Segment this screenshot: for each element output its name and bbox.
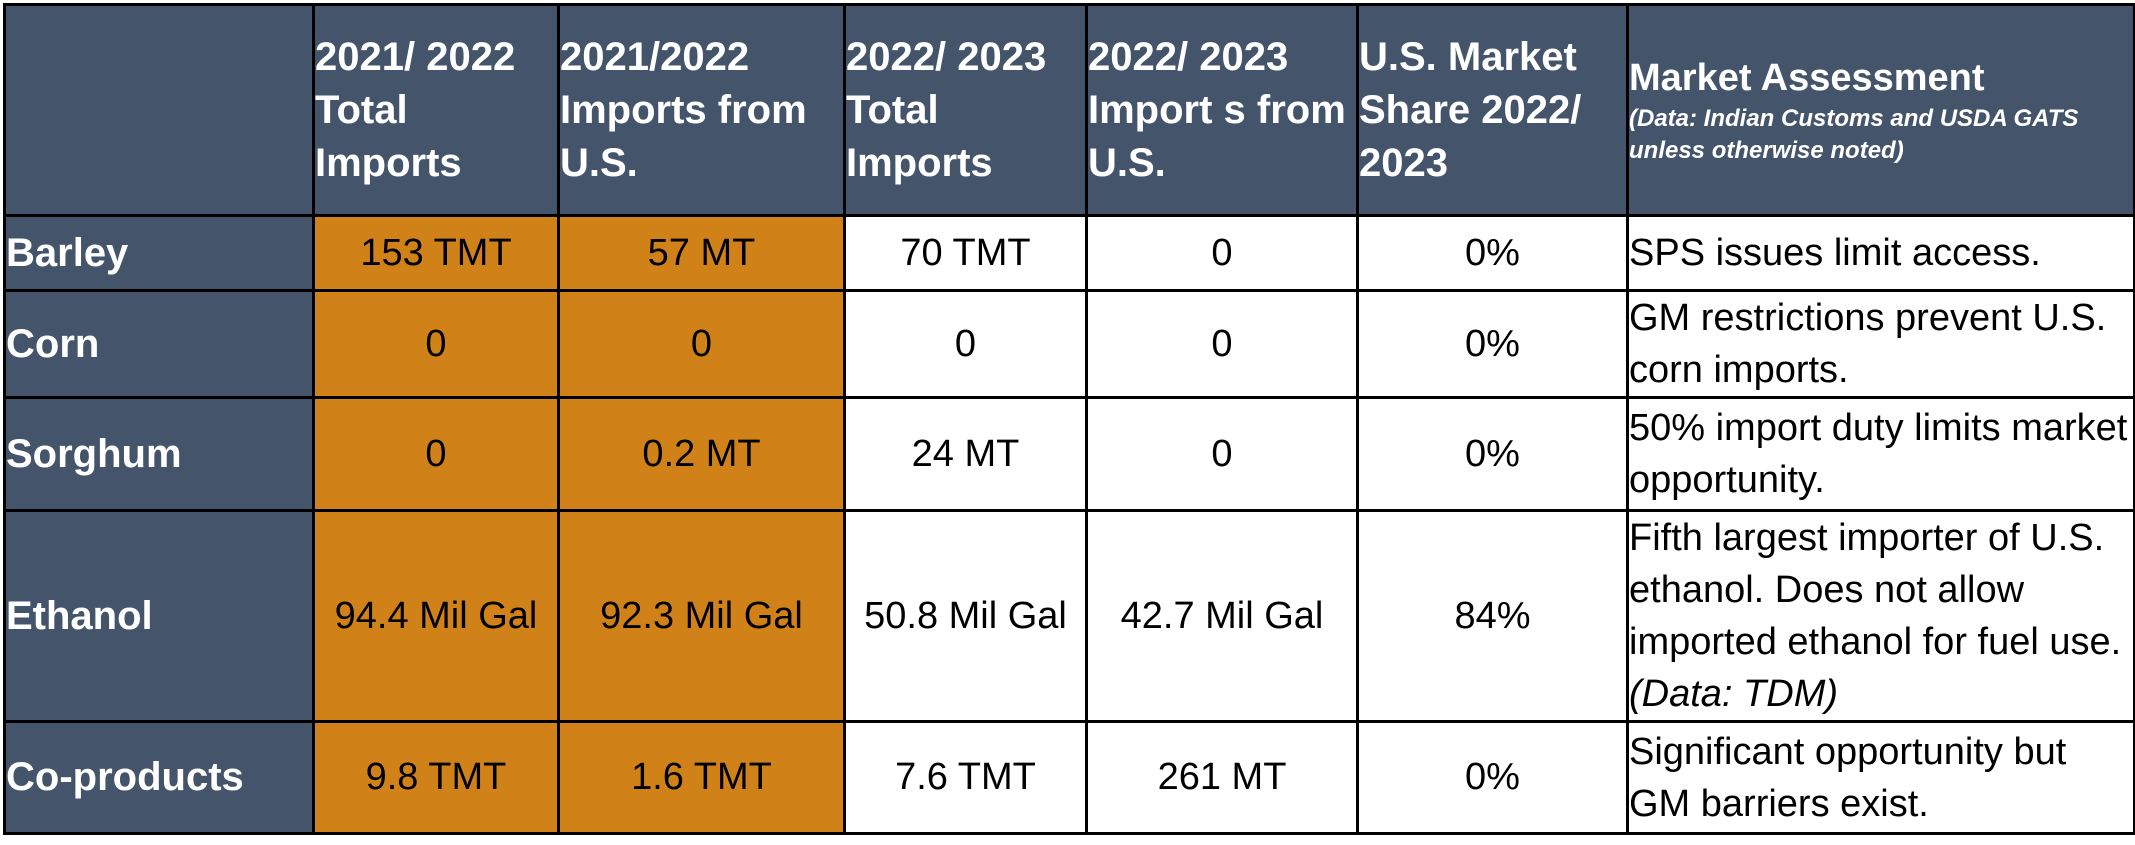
assessment-text: GM restrictions prevent U.S. corn import… xyxy=(1629,297,2107,391)
cell-us-imports-2022-2023: 261 MT xyxy=(1085,720,1359,835)
cell-us-market-share: 0% xyxy=(1356,289,1629,399)
cell-us-imports-2022-2023: 0 xyxy=(1085,396,1359,512)
row-label-ethanol: Ethanol xyxy=(3,509,315,723)
header-us-market-share: U.S. Market Share 2022/ 2023 xyxy=(1356,3,1629,217)
cell-total-imports-2022-2023: 0 xyxy=(843,289,1088,399)
cell-total-imports-2021-2022: 0 xyxy=(312,289,560,399)
assessment-data-source: (Data: TDM) xyxy=(1629,673,1839,715)
header-total-imports-2022-2023: 2022/ 2023 Total Imports xyxy=(843,3,1088,217)
cell-us-market-share: 0% xyxy=(1356,720,1629,835)
cell-us-market-share: 0% xyxy=(1356,214,1629,292)
row-label-corn: Corn xyxy=(3,289,315,399)
header-market-assessment: Market Assessment (Data: Indian Customs … xyxy=(1626,3,2135,217)
header-row: 2021/ 2022 Total Imports 2021/2022 Impor… xyxy=(3,3,2135,217)
cell-total-imports-2021-2022: 9.8 TMT xyxy=(312,720,560,835)
cell-us-imports-2022-2023: 42.7 Mil Gal xyxy=(1085,509,1359,723)
cell-market-assessment: SPS issues limit access. xyxy=(1626,214,2135,292)
row-label-sorghum: Sorghum xyxy=(3,396,315,512)
cell-us-imports-2021-2022: 0.2 MT xyxy=(557,396,846,512)
cell-market-assessment: Fifth largest importer of U.S. ethanol. … xyxy=(1626,509,2135,723)
cell-total-imports-2022-2023: 24 MT xyxy=(843,396,1088,512)
cell-market-assessment: Significant opportunity but GM barriers … xyxy=(1626,720,2135,835)
assessment-text: SPS issues limit access. xyxy=(1629,232,2041,274)
header-us-imports-2022-2023: 2022/ 2023 Import s from U.S. xyxy=(1085,3,1359,217)
table-row-corn: Corn 0 0 0 0 0% GM restrictions prevent … xyxy=(3,289,2135,399)
cell-total-imports-2021-2022: 0 xyxy=(312,396,560,512)
assessment-text: Significant opportunity but GM barriers … xyxy=(1629,730,2067,825)
cell-us-imports-2022-2023: 0 xyxy=(1085,214,1359,292)
table-row-sorghum: Sorghum 0 0.2 MT 24 MT 0 0% 50% import d… xyxy=(3,396,2135,512)
header-corner xyxy=(3,3,315,217)
market-assessment-title: Market Assessment xyxy=(1629,57,1985,99)
assessment-text: Fifth largest importer of U.S. ethanol. … xyxy=(1629,517,2122,663)
cell-total-imports-2022-2023: 7.6 TMT xyxy=(843,720,1088,835)
table-row-barley: Barley 153 TMT 57 MT 70 TMT 0 0% SPS iss… xyxy=(3,214,2135,292)
table-row-ethanol: Ethanol 94.4 Mil Gal 92.3 Mil Gal 50.8 M… xyxy=(3,509,2135,723)
import-data-table: 2021/ 2022 Total Imports 2021/2022 Impor… xyxy=(3,3,2135,835)
cell-us-imports-2021-2022: 0 xyxy=(557,289,846,399)
market-assessment-source-note: (Data: Indian Customs and USDA GATS unle… xyxy=(1629,105,2079,164)
cell-market-assessment: 50% import duty limits market opportunit… xyxy=(1626,396,2135,512)
cell-total-imports-2022-2023: 70 TMT xyxy=(843,214,1088,292)
table-row-co-products: Co-products 9.8 TMT 1.6 TMT 7.6 TMT 261 … xyxy=(3,720,2135,835)
assessment-text: 50% import duty limits market opportunit… xyxy=(1629,407,2128,501)
cell-total-imports-2021-2022: 94.4 Mil Gal xyxy=(312,509,560,723)
cell-us-market-share: 0% xyxy=(1356,396,1629,512)
cell-us-market-share: 84% xyxy=(1356,509,1629,723)
cell-us-imports-2021-2022: 57 MT xyxy=(557,214,846,292)
cell-market-assessment: GM restrictions prevent U.S. corn import… xyxy=(1626,289,2135,399)
cell-total-imports-2021-2022: 153 TMT xyxy=(312,214,560,292)
cell-us-imports-2021-2022: 92.3 Mil Gal xyxy=(557,509,846,723)
row-label-co-products: Co-products xyxy=(3,720,315,835)
cell-us-imports-2021-2022: 1.6 TMT xyxy=(557,720,846,835)
row-label-barley: Barley xyxy=(3,214,315,292)
header-us-imports-2021-2022: 2021/2022 Imports from U.S. xyxy=(557,3,846,217)
header-total-imports-2021-2022: 2021/ 2022 Total Imports xyxy=(312,3,560,217)
cell-total-imports-2022-2023: 50.8 Mil Gal xyxy=(843,509,1088,723)
cell-us-imports-2022-2023: 0 xyxy=(1085,289,1359,399)
